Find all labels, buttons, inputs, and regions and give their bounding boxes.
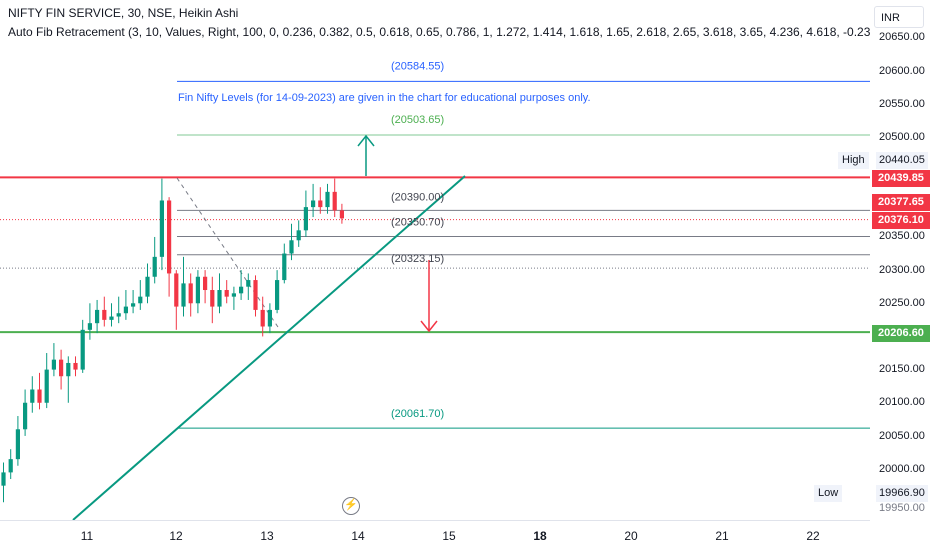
candle-body xyxy=(145,276,150,297)
price-tick: 20300.00 xyxy=(879,264,925,276)
candle-body xyxy=(15,429,20,460)
candle-body xyxy=(289,240,294,254)
candle-body xyxy=(318,200,323,208)
time-axis[interactable]: 11 12 13 14 15 18 20 21 22 xyxy=(0,520,870,551)
candle-body xyxy=(325,191,330,208)
candle-body xyxy=(239,286,244,294)
candle-body xyxy=(311,200,316,208)
candle-body xyxy=(30,389,35,403)
candle-body xyxy=(181,283,186,307)
time-tick: 13 xyxy=(260,529,274,543)
price-axis[interactable] xyxy=(870,0,932,520)
price-tick: 20650.00 xyxy=(879,31,925,43)
level-label: (20390.00) xyxy=(391,191,444,203)
candle-body xyxy=(275,280,280,310)
level-label: (20350.70) xyxy=(391,216,444,228)
candle-body xyxy=(282,253,287,281)
level-label: (20323.15) xyxy=(391,253,444,265)
candle-body xyxy=(109,316,114,320)
candle-body xyxy=(116,313,121,317)
currency-selector[interactable]: INR xyxy=(874,6,924,28)
low-label: Low xyxy=(814,485,843,502)
high-value: 20440.05 xyxy=(876,152,928,169)
candle-body xyxy=(260,309,265,327)
price-tick: 20600.00 xyxy=(879,65,925,77)
candle-body xyxy=(267,309,272,327)
high-label: High xyxy=(838,152,869,169)
chart-plot-area[interactable]: (20584.55) (20503.65) (20390.00) (20350.70)… xyxy=(0,0,870,520)
resistance-price-badge: 20439.85 xyxy=(872,170,930,187)
chart-svg[interactable]: (20584.55) (20503.65) (20390.00) (20350.70)… xyxy=(0,0,870,520)
candle-body xyxy=(203,276,208,291)
level-label: (20061.70) xyxy=(391,408,444,420)
down-arrow-head xyxy=(420,320,438,333)
time-tick: 20 xyxy=(624,529,638,543)
candle-body xyxy=(37,389,42,403)
lightning-icon[interactable]: ⚡ xyxy=(342,497,360,515)
candle-body xyxy=(44,369,49,403)
candle-body xyxy=(174,273,179,307)
candle-body xyxy=(23,402,28,430)
candle-body xyxy=(296,230,301,241)
price-tick: 20250.00 xyxy=(879,297,925,309)
candle-body xyxy=(231,293,236,297)
time-tick: 12 xyxy=(169,529,183,543)
candle-body xyxy=(339,210,344,219)
candle-body xyxy=(73,362,78,370)
candle-body xyxy=(102,309,107,320)
price-tick: 20150.00 xyxy=(879,363,925,375)
candle-body xyxy=(8,459,13,473)
price-tick: 20000.00 xyxy=(879,463,925,475)
fib-indicator-legend[interactable]: Auto Fib Retracement (3, 10, Values, Rig… xyxy=(8,25,888,39)
level-label: (20584.55) xyxy=(391,60,444,72)
candle-body xyxy=(51,359,56,370)
candle-body xyxy=(95,309,100,324)
price-tick: 20050.00 xyxy=(879,430,925,442)
candle-body xyxy=(246,280,251,287)
time-tick: 22 xyxy=(806,529,820,543)
prev-close-badge: 20376.10 xyxy=(872,212,930,229)
candle-body xyxy=(224,290,229,297)
level-label: (20503.65) xyxy=(391,114,444,126)
candle-body xyxy=(87,323,92,330)
candle-body xyxy=(66,362,71,377)
candle-body xyxy=(303,207,308,231)
educational-note: Fin Nifty Levels (for 14-09-2023) are gi… xyxy=(178,92,591,104)
fib-anchor-line xyxy=(176,177,281,331)
candle-body xyxy=(188,283,193,304)
price-tick: 20100.00 xyxy=(879,396,925,408)
price-tick: 20500.00 xyxy=(879,131,925,143)
time-tick: 21 xyxy=(715,529,729,543)
support-price-badge: 20206.60 xyxy=(872,325,930,342)
candle-body xyxy=(167,200,172,274)
candle-body xyxy=(195,276,200,304)
trendline xyxy=(72,175,466,520)
candle-body xyxy=(1,472,6,486)
time-tick: 14 xyxy=(351,529,365,543)
candle-body xyxy=(59,359,64,377)
candle-body xyxy=(159,200,164,257)
chart-title: NIFTY FIN SERVICE, 30, NSE, Heikin Ashi xyxy=(8,6,239,20)
candle-body xyxy=(152,256,157,277)
up-arrow-head xyxy=(357,134,375,147)
candle-body xyxy=(253,280,258,310)
candle-body xyxy=(210,290,215,307)
price-tick: 20550.00 xyxy=(879,98,925,110)
candle-body xyxy=(123,306,128,314)
candle-body xyxy=(131,303,136,307)
candle-body xyxy=(138,296,143,304)
time-tick: 15 xyxy=(442,529,456,543)
candle-body xyxy=(332,191,337,211)
time-tick: 11 xyxy=(80,529,94,543)
price-tick: 19950.00 xyxy=(879,502,925,514)
price-tick: 20350.00 xyxy=(879,230,925,242)
low-value: 19966.90 xyxy=(876,485,928,502)
time-tick: 18 xyxy=(533,529,547,543)
candle-body xyxy=(217,290,222,307)
last-price-badge: 20377.65 xyxy=(872,194,930,211)
candle-body xyxy=(80,329,85,370)
